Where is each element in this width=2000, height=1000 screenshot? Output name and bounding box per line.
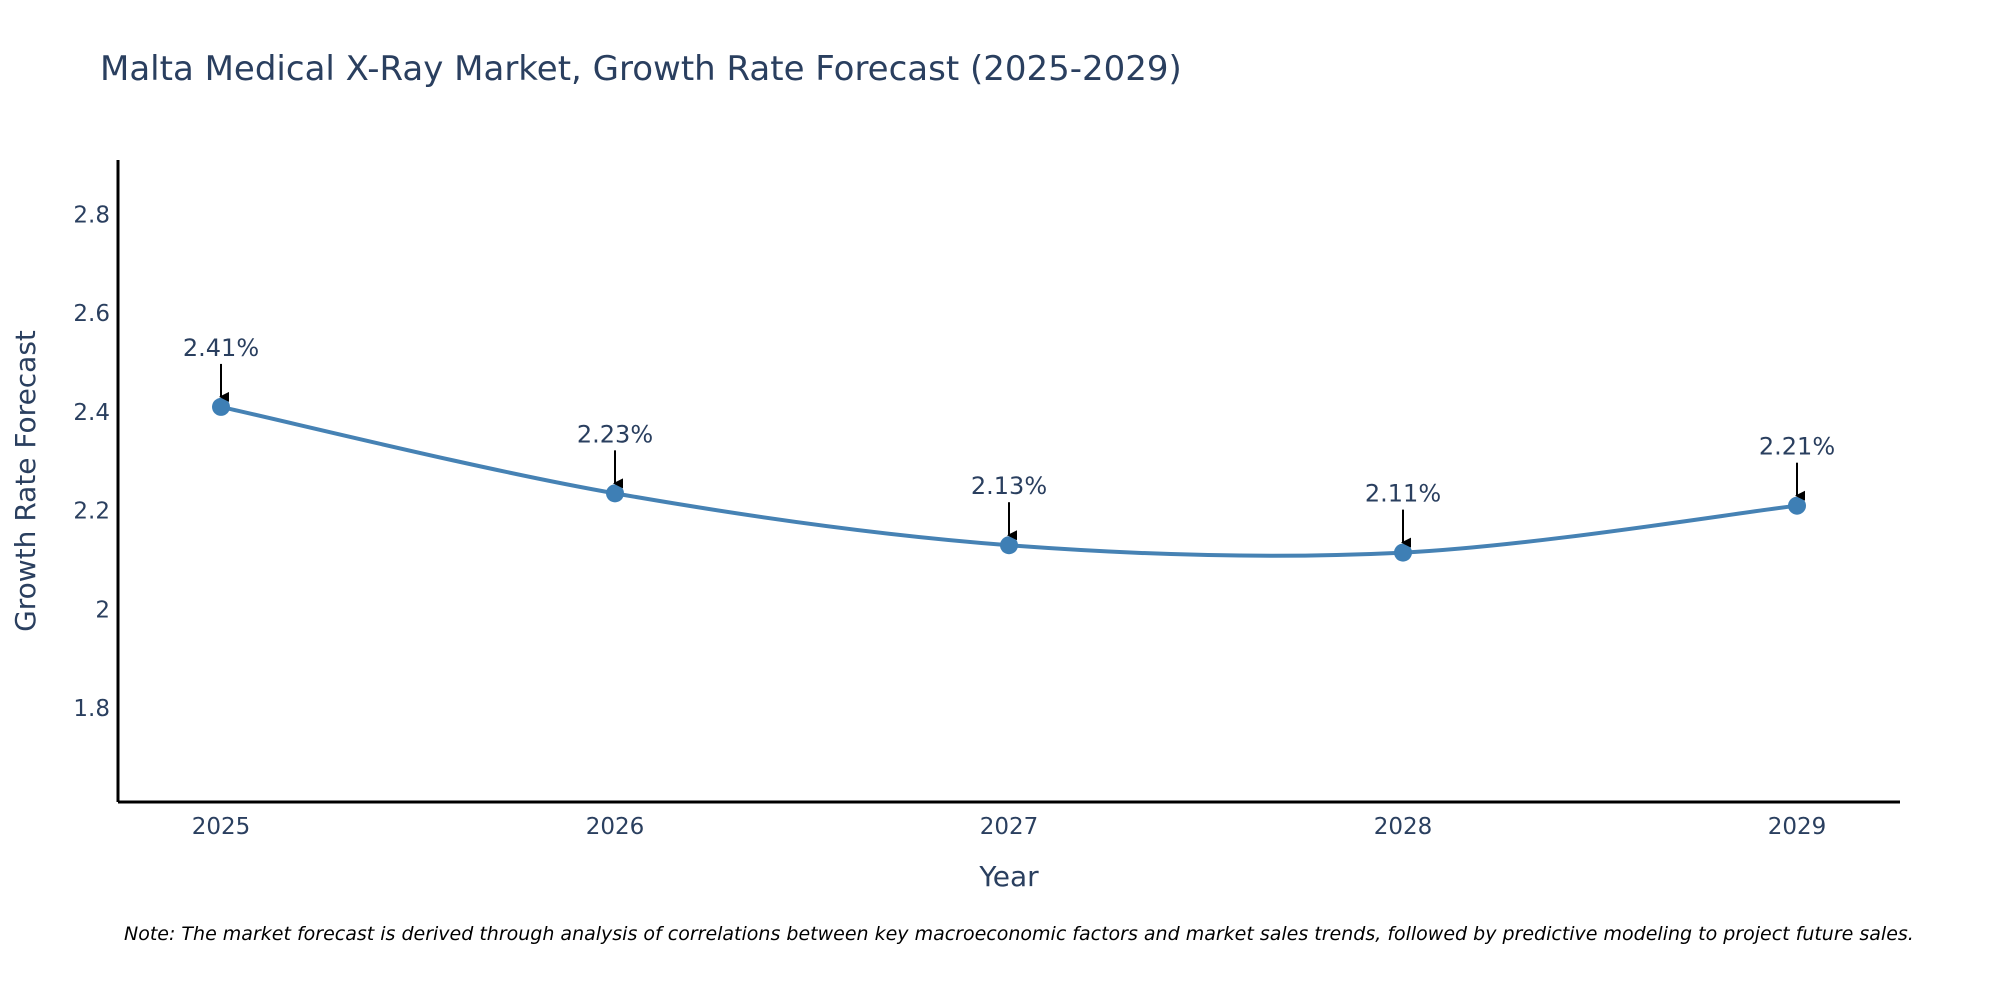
data-labels: 2.41% 2.23% 2.13% 2.11% 2.21% bbox=[183, 334, 1835, 548]
y-tick-label: 2.8 bbox=[73, 202, 110, 228]
y-axis-ticks: 1.8 2 2.2 2.4 2.6 2.8 bbox=[73, 202, 110, 722]
data-point bbox=[606, 484, 624, 503]
x-tick-label: 2026 bbox=[586, 814, 645, 840]
x-axis-title: Year bbox=[978, 860, 1039, 893]
data-point bbox=[1788, 496, 1806, 515]
x-tick-label: 2028 bbox=[1374, 814, 1433, 840]
y-axis-title: Growth Rate Forecast bbox=[9, 330, 42, 632]
y-tick-label: 2 bbox=[95, 597, 110, 623]
x-axis-ticks: 2025 2026 2027 2028 2029 bbox=[192, 814, 1827, 840]
data-points bbox=[212, 397, 1806, 562]
data-label: 2.13% bbox=[971, 472, 1047, 500]
chart-title: Malta Medical X-Ray Market, Growth Rate … bbox=[100, 49, 1182, 89]
data-point bbox=[1394, 543, 1412, 562]
x-tick-label: 2027 bbox=[980, 814, 1039, 840]
data-label: 2.11% bbox=[1365, 480, 1441, 508]
data-point bbox=[212, 397, 230, 416]
y-tick-label: 1.8 bbox=[73, 696, 110, 722]
data-point bbox=[1000, 536, 1018, 555]
y-tick-label: 2.6 bbox=[73, 301, 110, 327]
y-tick-label: 2.2 bbox=[73, 499, 110, 525]
x-tick-label: 2029 bbox=[1768, 814, 1827, 840]
footnote: Note: The market forecast is derived thr… bbox=[124, 923, 1914, 945]
data-label: 2.41% bbox=[183, 334, 259, 362]
data-label: 2.23% bbox=[577, 420, 653, 448]
x-tick-label: 2025 bbox=[192, 814, 251, 840]
data-label: 2.21% bbox=[1759, 433, 1835, 461]
y-tick-label: 2.4 bbox=[73, 400, 110, 426]
